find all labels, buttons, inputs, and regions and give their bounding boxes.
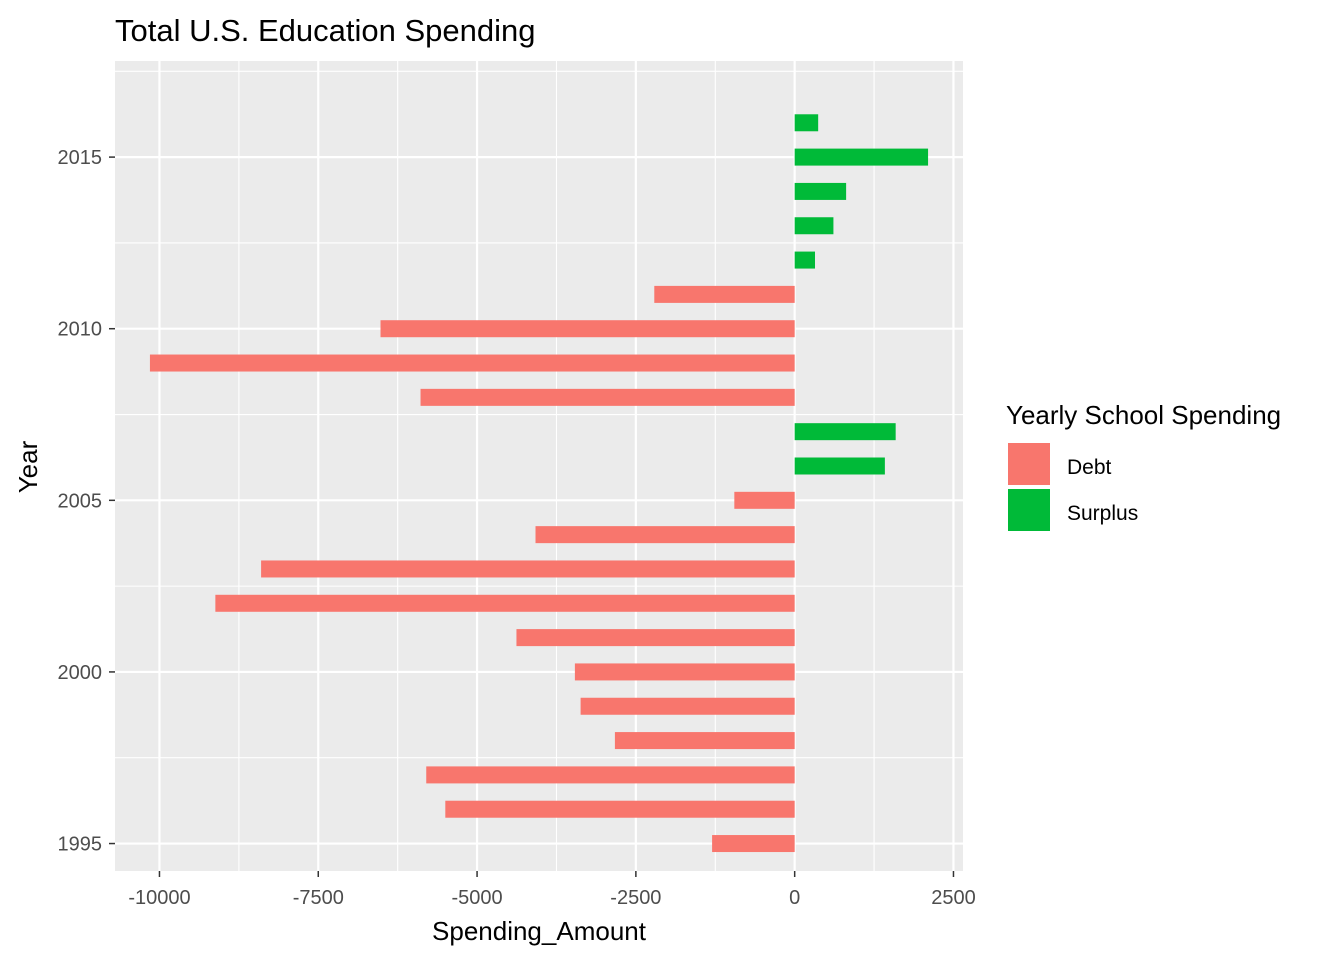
x-axis: -10000 -7500 -5000 -2500 0 2500: [128, 871, 976, 909]
x-tick-label: -5000: [451, 887, 502, 909]
bar-1998: [614, 732, 795, 750]
y-tick-label: 1995: [58, 834, 103, 856]
bar-2015: [794, 148, 929, 166]
bars-group: [149, 114, 929, 853]
bar-2006: [794, 457, 885, 475]
y-tick-label: 2005: [58, 490, 103, 512]
y-tick-label: 2010: [58, 319, 103, 341]
legend-key-debt: [1008, 443, 1050, 485]
y-tick-label: 2015: [58, 147, 103, 169]
bar-2008: [420, 388, 795, 406]
y-axis-title: Year: [13, 440, 43, 493]
bar-2014: [794, 182, 847, 200]
x-tick-label: -10000: [128, 887, 190, 909]
bar-1996: [445, 800, 795, 818]
legend: Yearly School Spending Debt Surplus: [1006, 400, 1281, 531]
bar-2002: [215, 594, 795, 612]
bar-2012: [794, 251, 815, 269]
bar-2004: [535, 526, 795, 544]
bar-2016: [794, 114, 819, 132]
bar-2013: [794, 217, 834, 235]
bar-2005: [734, 491, 795, 509]
bar-2011: [654, 285, 795, 303]
bar-1997: [426, 766, 795, 784]
legend-label-surplus: Surplus: [1067, 502, 1138, 525]
x-axis-title: Spending_Amount: [432, 916, 647, 946]
bar-2001: [516, 629, 795, 647]
bar-2007: [794, 423, 896, 441]
legend-title: Yearly School Spending: [1006, 400, 1281, 430]
bar-1995: [712, 835, 795, 853]
y-tick-label: 2000: [58, 662, 103, 684]
bar-2010: [380, 320, 795, 338]
x-tick-label: 0: [789, 887, 800, 909]
x-tick-label: -7500: [293, 887, 344, 909]
legend-key-surplus: [1008, 489, 1050, 531]
bar-2009: [149, 354, 795, 372]
x-tick-label: -2500: [610, 887, 661, 909]
chart-title: Total U.S. Education Spending: [115, 13, 536, 48]
minor-gridlines: [115, 61, 963, 871]
legend-label-debt: Debt: [1067, 456, 1112, 479]
x-tick-label: 2500: [931, 887, 976, 909]
bar-2000: [574, 663, 795, 681]
y-axis: 1995 2000 2005 2010 2015: [58, 147, 115, 856]
bar-1999: [580, 697, 795, 715]
bar-2003: [261, 560, 795, 578]
